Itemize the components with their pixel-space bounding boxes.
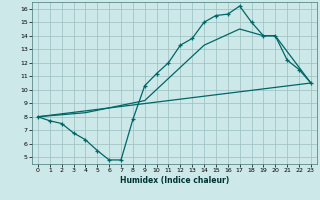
X-axis label: Humidex (Indice chaleur): Humidex (Indice chaleur) bbox=[120, 176, 229, 185]
